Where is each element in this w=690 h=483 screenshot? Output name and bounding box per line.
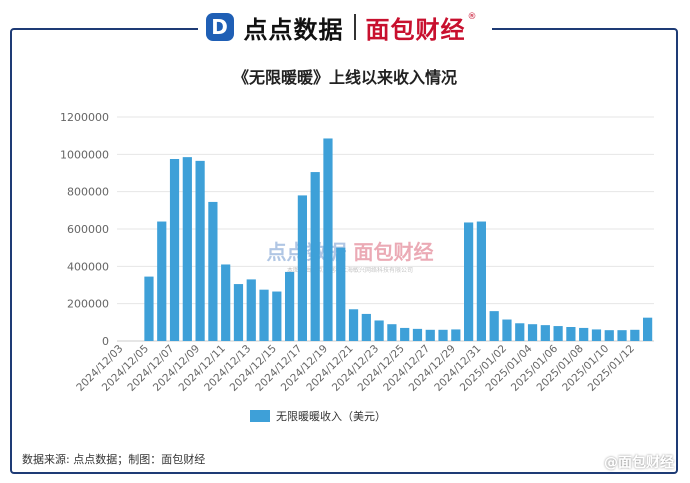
source-note: 数据来源: 点点数据；制图：面包财经 — [22, 453, 206, 466]
x-axis-ticks: 2024/12/032024/12/052024/12/072024/12/09… — [74, 342, 637, 394]
bar — [527, 324, 538, 341]
bar — [285, 271, 295, 341]
y-tick-label: 0 — [102, 335, 109, 348]
bar — [438, 329, 448, 341]
bar — [400, 327, 410, 341]
y-tick-label: 400000 — [67, 260, 109, 273]
bar — [208, 201, 218, 341]
registered-mark: ® — [467, 12, 477, 22]
bar — [348, 309, 359, 341]
bar — [221, 264, 231, 341]
y-tick-label: 200000 — [67, 298, 109, 311]
bar — [579, 327, 589, 341]
bar — [182, 157, 192, 341]
header-logo: D 点点数据 面包财经 ® — [198, 6, 492, 48]
bar — [233, 284, 244, 341]
logo-mianbao-text: 面包财经 — [365, 15, 466, 44]
bar — [591, 329, 602, 341]
watermark-right: 面包财经 — [353, 240, 434, 264]
bar — [144, 276, 154, 341]
bar — [272, 291, 282, 341]
bar — [489, 311, 499, 341]
logo-divider — [353, 14, 356, 40]
bar — [540, 325, 550, 341]
logo-diandian-text: 点点数据 — [243, 15, 344, 44]
gridlines — [117, 116, 654, 342]
bar — [246, 279, 256, 341]
bar — [336, 247, 346, 341]
bar — [310, 172, 320, 341]
bar — [630, 329, 640, 341]
bar — [297, 195, 307, 341]
bar — [425, 329, 435, 341]
y-tick-label: 1000000 — [60, 148, 109, 161]
diandian-logo-icon: D — [205, 13, 234, 41]
bar — [259, 289, 269, 341]
bar — [451, 329, 461, 341]
bar — [566, 327, 576, 341]
watermark-logo: 点点数据 面包财经 — [250, 236, 450, 265]
legend-swatch — [250, 410, 270, 422]
y-axis-ticks: 0 200000 400000 600000 800000 1000000 1200000 — [60, 111, 109, 348]
bar — [157, 221, 167, 341]
watermark: 点点数据 面包财经 本图表由点点数据和上海敏兴网络科技有限公司 — [250, 236, 450, 274]
y-tick-label: 800000 — [67, 186, 109, 199]
legend-label: 无限暖暖收入（美元） — [276, 410, 386, 423]
bar — [502, 319, 512, 341]
bar — [553, 326, 563, 341]
bar — [617, 330, 627, 341]
legend: 无限暖暖收入（美元） — [250, 408, 386, 424]
watermark-note: 本图表由点点数据和上海敏兴网络科技有限公司 — [286, 267, 413, 274]
bar — [361, 313, 371, 341]
bar — [374, 320, 384, 341]
bar — [169, 159, 180, 341]
bar — [412, 328, 423, 341]
bars — [144, 138, 653, 341]
bar — [643, 317, 653, 341]
bar — [387, 324, 397, 341]
bar — [476, 221, 486, 341]
y-tick-label: 1200000 — [60, 111, 109, 124]
bar — [464, 222, 474, 341]
chart-title: 《无限暖暖》上线以来收入情况 — [232, 68, 457, 87]
bar — [195, 160, 205, 341]
footer-brand: @面包财经 — [604, 455, 674, 471]
bar — [515, 323, 525, 341]
bar — [604, 330, 614, 341]
y-tick-label: 600000 — [67, 223, 109, 236]
bar — [323, 138, 333, 341]
